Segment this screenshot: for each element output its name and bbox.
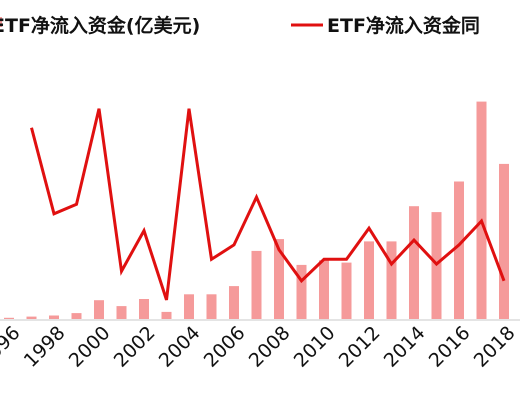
x-tick-label: 2008: [245, 322, 295, 372]
bar-2003: [161, 311, 172, 319]
bar-2002: [139, 299, 149, 319]
bar-2009: [296, 264, 307, 319]
x-tick-label: 2004: [155, 322, 205, 372]
bar-2012: [364, 241, 374, 319]
x-tick-label: 2016: [425, 322, 475, 372]
legend: ETF净流入资金(亿美元) ETF净流入资金同: [0, 14, 480, 37]
bar-2010: [319, 260, 329, 320]
bar-2011: [341, 262, 352, 319]
x-tick-label: 2000: [65, 322, 115, 372]
x-tick-label: 2012: [335, 322, 385, 372]
x-tick-label: 1998: [20, 322, 70, 372]
bar-2008: [274, 239, 284, 319]
x-tick-label: 2010: [290, 322, 340, 372]
bar-2014: [409, 206, 419, 319]
x-tick-label: 2014: [380, 322, 430, 372]
line-path: [30, 108, 506, 301]
bar-2016: [454, 181, 464, 319]
bar-2013: [386, 241, 397, 319]
x-tick-label: 2018: [470, 322, 520, 372]
x-tick-label: 2002: [110, 322, 160, 372]
bar-2017: [476, 101, 487, 319]
bar-1996: [4, 317, 14, 319]
bar-1999: [71, 313, 82, 319]
line-series: [30, 108, 506, 301]
legend-bar-label: ETF净流入资金(亿美元): [0, 14, 200, 37]
bar-2000: [94, 300, 104, 319]
bar-series: [4, 101, 509, 320]
bar-2018: [499, 163, 509, 319]
bar-1997: [26, 316, 37, 319]
bar-2001: [116, 306, 127, 319]
bar-1998: [49, 315, 59, 319]
legend-bar-swatch: [0, 17, 2, 27]
bar-2005: [206, 294, 217, 319]
bar-2006: [229, 286, 239, 319]
legend-line-label: ETF净流入资金同: [327, 14, 480, 37]
bar-2004: [184, 294, 194, 319]
x-tick-label: 1996: [0, 322, 25, 372]
x-axis-ticks: 1996199820002002200420062008201020122014…: [0, 322, 520, 372]
x-tick-label: 2006: [200, 322, 250, 372]
bar-2007: [251, 250, 262, 319]
